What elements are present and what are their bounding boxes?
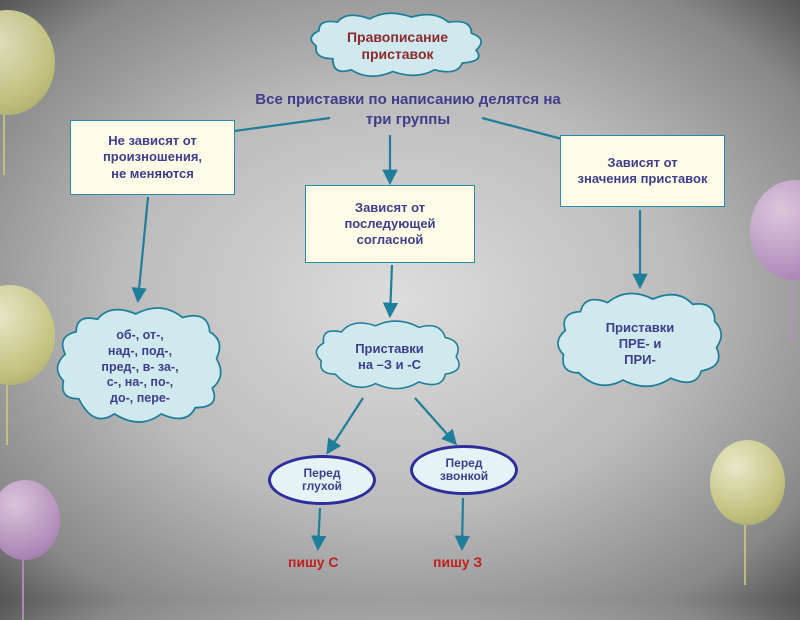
- ex-right-l2: ПРЕ- и: [619, 336, 662, 351]
- group-left-l3: не меняются: [111, 166, 194, 181]
- balloon-decoration: [0, 10, 55, 115]
- subtitle-line1: Все приставки по написанию делятся на: [255, 91, 560, 108]
- ex-mid-l2: на –З и -С: [358, 357, 421, 372]
- group-mid-l2: последующей: [344, 216, 435, 231]
- group-right-l1: Зависят от: [607, 155, 677, 170]
- pill-left-l1: Перед: [304, 466, 341, 480]
- group-box-right: Зависят от значения приставок: [560, 135, 725, 207]
- result-right: пишу З: [433, 554, 482, 570]
- pill-before-voiced: Перед звонкой: [410, 445, 518, 495]
- balloon-decoration: [710, 440, 785, 525]
- pill-left-l2: глухой: [302, 479, 342, 493]
- balloon-decoration: [750, 180, 800, 280]
- balloon-decoration: [0, 480, 60, 560]
- examples-cloud-mid: Приставки на –З и -С: [312, 318, 467, 396]
- group-left-l2: произношения,: [103, 149, 202, 164]
- subtitle-line2: три группы: [366, 111, 450, 128]
- pill-before-voiceless: Перед глухой: [268, 455, 376, 505]
- title-line2: приставок: [361, 46, 433, 62]
- ex-left-l4: с-, на-, по-,: [107, 375, 174, 389]
- balloon-decoration: [0, 285, 55, 385]
- ex-right-l3: ПРИ-: [624, 352, 656, 367]
- group-box-mid: Зависят от последующей согласной: [305, 185, 475, 263]
- title-cloud: Правописание приставок: [305, 12, 490, 80]
- result-left: пишу С: [288, 554, 339, 570]
- ex-left-l3: пред-, в- за-,: [101, 360, 178, 374]
- pill-right-l2: звонкой: [440, 469, 488, 483]
- group-box-left: Не зависят от произношения, не меняются: [70, 120, 235, 195]
- group-left-l1: Не зависят от: [108, 133, 197, 148]
- examples-cloud-left: об-, от-, над-, под-, пред-, в- за-, с-,…: [55, 305, 225, 430]
- ex-left-l2: над-, под-,: [108, 344, 172, 358]
- examples-cloud-right: Приставки ПРЕ- и ПРИ-: [555, 290, 725, 398]
- group-mid-l1: Зависят от: [355, 200, 425, 215]
- ex-mid-l1: Приставки: [355, 341, 424, 356]
- group-mid-l3: согласной: [357, 232, 424, 247]
- title-line1: Правописание: [347, 29, 448, 45]
- pill-right-l1: Перед: [446, 456, 483, 470]
- group-right-l2: значения приставок: [578, 171, 708, 186]
- ex-right-l1: Приставки: [606, 320, 675, 335]
- ex-left-l5: до-, пере-: [110, 391, 170, 405]
- subtitle-text: Все приставки по написанию делятся на тр…: [248, 90, 568, 129]
- ex-left-l1: об-, от-,: [116, 328, 164, 342]
